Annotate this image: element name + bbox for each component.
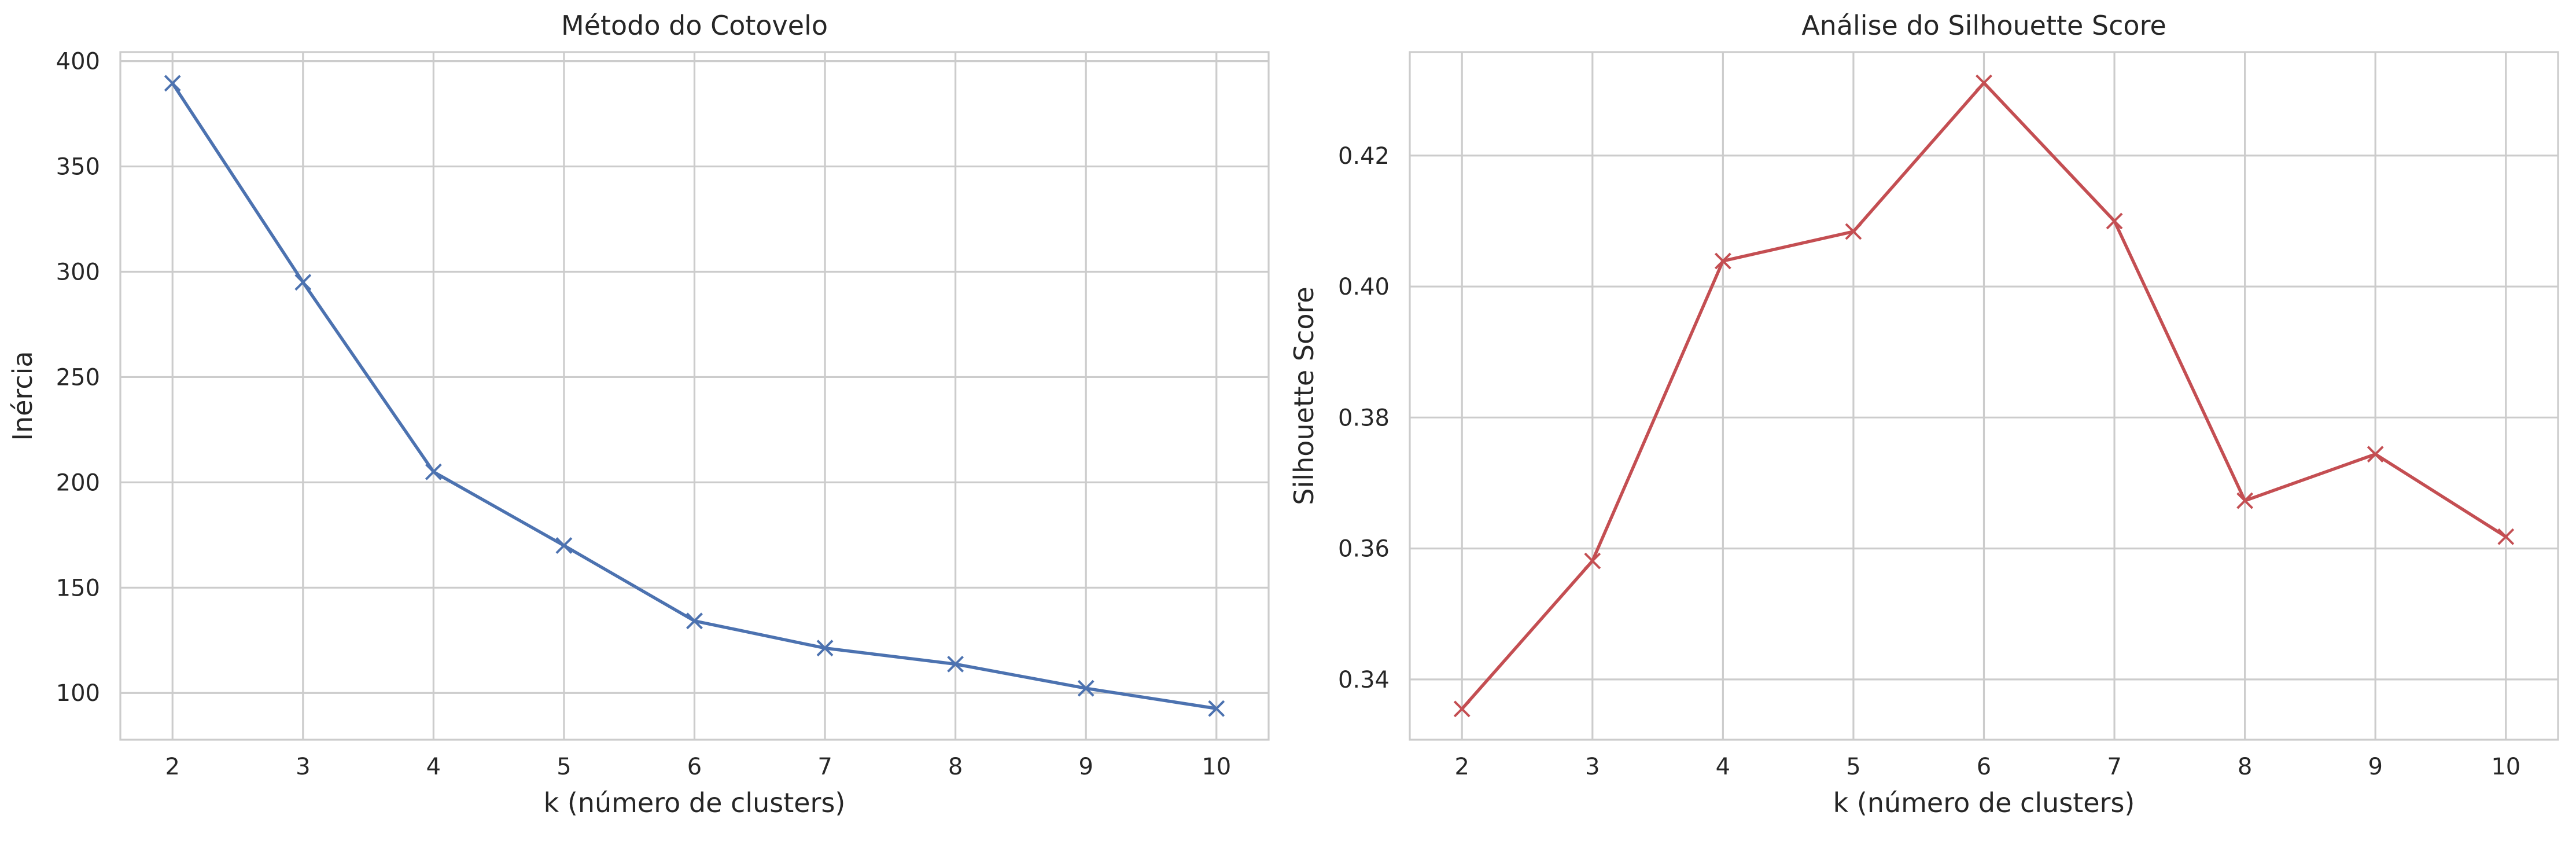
silhouette-y-tick-label: 0.34 [1338, 667, 1390, 693]
silhouette-data-point [1714, 252, 1731, 270]
elbow-y-tick-label: 250 [56, 364, 100, 391]
elbow-data-point [294, 274, 312, 291]
elbow-plot-frame [119, 51, 1270, 741]
elbow-x-tick-label: 4 [426, 754, 441, 780]
elbow-chart-panel: 2 3 4 5 6 7 8 9 10 100 150 200 250 300 350 400 Método do… [7, 10, 1270, 818]
silhouette-x-tick-label: 7 [2107, 754, 2121, 780]
elbow-data-point [425, 463, 442, 480]
elbow-data-point [816, 640, 834, 657]
elbow-y-tick-label: 300 [56, 259, 100, 286]
silhouette-y-tick-label: 0.36 [1338, 536, 1390, 563]
elbow-x-tick-label: 9 [1078, 754, 1093, 780]
elbow-x-tick-label: 3 [296, 754, 310, 780]
silhouette-data-point [2106, 212, 2123, 230]
elbow-y-tick-label: 350 [56, 154, 100, 181]
silhouette-x-axis-label: k (número de clusters) [1833, 787, 2135, 818]
silhouette-y-tick-label: 0.38 [1338, 405, 1390, 431]
elbow-data-point [1077, 680, 1094, 697]
elbow-data-point [1208, 700, 1225, 717]
elbow-chart-title: Método do Cotovelo [561, 10, 828, 41]
elbow-y-tick-label: 150 [56, 575, 100, 601]
silhouette-y-tick-label: 0.40 [1338, 274, 1390, 300]
silhouette-x-tick-label: 5 [1846, 754, 1860, 780]
silhouette-x-tick-label: 4 [1716, 754, 1730, 780]
elbow-data-point [555, 537, 573, 554]
silhouette-data-point [1453, 700, 1471, 718]
elbow-y-tick-label: 400 [56, 49, 100, 75]
elbow-x-axis-label: k (número de clusters) [544, 787, 846, 818]
silhouette-data-point [1845, 223, 1862, 240]
silhouette-chart-panel: 2 3 4 5 6 7 8 9 10 0.34 0.36 0.38 0.40 0.42 Análise do… [1288, 10, 2559, 818]
elbow-data-point [164, 75, 181, 92]
elbow-data-point [686, 612, 703, 630]
elbow-x-tick-label: 2 [165, 754, 180, 780]
silhouette-data-point [1976, 74, 1992, 91]
elbow-y-tick-label: 200 [56, 469, 100, 496]
elbow-y-axis-label: Inércia [7, 351, 38, 440]
elbow-y-tick-label: 100 [56, 680, 100, 707]
silhouette-data-point [2236, 492, 2254, 509]
silhouette-x-tick-label: 9 [2368, 754, 2382, 780]
silhouette-data-point [1584, 552, 1601, 570]
silhouette-x-tick-label: 10 [2491, 754, 2520, 780]
elbow-x-tick-label: 6 [687, 754, 702, 780]
silhouette-x-tick-label: 6 [1977, 754, 1991, 780]
silhouette-chart-title: Análise do Silhouette Score [1801, 10, 2166, 41]
elbow-x-tick-label: 5 [557, 754, 571, 780]
silhouette-x-tick-label: 2 [1455, 754, 1469, 780]
silhouette-data-point [2497, 528, 2515, 545]
elbow-x-tick-label: 7 [817, 754, 832, 780]
silhouette-x-tick-label: 3 [1585, 754, 1600, 780]
silhouette-y-axis-label: Silhouette Score [1288, 287, 1320, 505]
silhouette-x-tick-label: 8 [2238, 754, 2252, 780]
elbow-x-tick-label: 10 [1202, 754, 1231, 780]
elbow-data-point [947, 655, 964, 673]
silhouette-y-tick-label: 0.42 [1338, 143, 1390, 170]
silhouette-plot-frame [1409, 51, 2559, 741]
silhouette-data-point [2367, 446, 2384, 463]
elbow-x-tick-label: 8 [948, 754, 963, 780]
